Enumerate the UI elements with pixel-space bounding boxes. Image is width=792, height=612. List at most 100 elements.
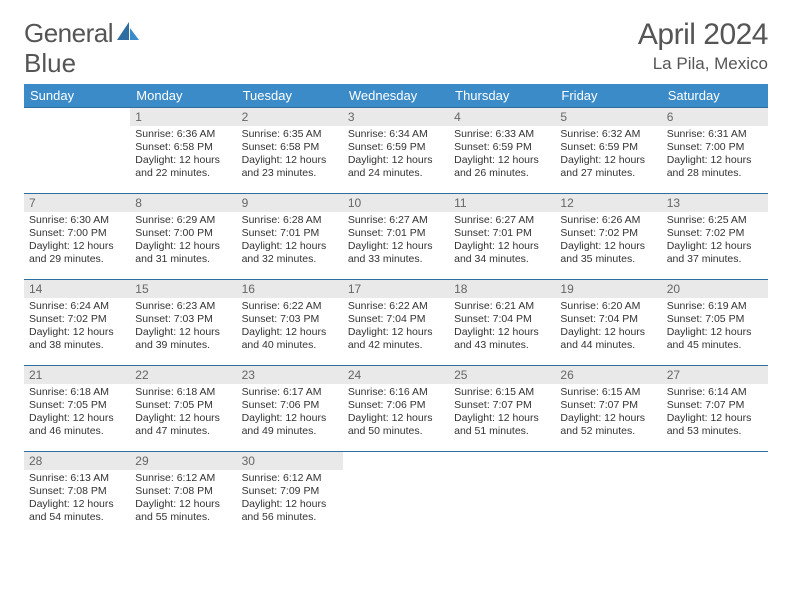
day-number: 16 [237, 280, 343, 298]
title-block: April 2024 La Pila, Mexico [638, 18, 768, 74]
sunset-line: Sunset: 7:02 PM [667, 227, 763, 240]
day-number: 11 [449, 194, 555, 212]
sunrise-line: Sunrise: 6:16 AM [348, 386, 444, 399]
daylight-line: Daylight: 12 hours and 23 minutes. [242, 154, 338, 180]
day-number: 7 [24, 194, 130, 212]
day-details: Sunrise: 6:33 AMSunset: 6:59 PMDaylight:… [449, 126, 555, 185]
day-number: 12 [555, 194, 661, 212]
day-details: Sunrise: 6:26 AMSunset: 7:02 PMDaylight:… [555, 212, 661, 271]
sunset-line: Sunset: 7:05 PM [135, 399, 231, 412]
sunset-line: Sunset: 6:59 PM [348, 141, 444, 154]
day-number: 22 [130, 366, 236, 384]
day-details: Sunrise: 6:16 AMSunset: 7:06 PMDaylight:… [343, 384, 449, 443]
sunrise-line: Sunrise: 6:15 AM [454, 386, 550, 399]
day-details: Sunrise: 6:18 AMSunset: 7:05 PMDaylight:… [130, 384, 236, 443]
daylight-line: Daylight: 12 hours and 46 minutes. [29, 412, 125, 438]
sunset-line: Sunset: 7:07 PM [454, 399, 550, 412]
sunrise-line: Sunrise: 6:19 AM [667, 300, 763, 313]
day-number: 5 [555, 108, 661, 126]
day-details: Sunrise: 6:18 AMSunset: 7:05 PMDaylight:… [24, 384, 130, 443]
daylight-line: Daylight: 12 hours and 49 minutes. [242, 412, 338, 438]
sunset-line: Sunset: 7:03 PM [242, 313, 338, 326]
calendar-day-cell [555, 452, 661, 538]
daylight-line: Daylight: 12 hours and 26 minutes. [454, 154, 550, 180]
calendar-day-cell: 23Sunrise: 6:17 AMSunset: 7:06 PMDayligh… [237, 366, 343, 452]
daylight-line: Daylight: 12 hours and 43 minutes. [454, 326, 550, 352]
day-details: Sunrise: 6:14 AMSunset: 7:07 PMDaylight:… [662, 384, 768, 443]
calendar-day-cell: 24Sunrise: 6:16 AMSunset: 7:06 PMDayligh… [343, 366, 449, 452]
page-header: General April 2024 La Pila, Mexico [24, 18, 768, 74]
day-number: 4 [449, 108, 555, 126]
sunset-line: Sunset: 6:59 PM [454, 141, 550, 154]
calendar-day-cell: 4Sunrise: 6:33 AMSunset: 6:59 PMDaylight… [449, 108, 555, 194]
sunrise-line: Sunrise: 6:33 AM [454, 128, 550, 141]
sunset-line: Sunset: 7:02 PM [29, 313, 125, 326]
daylight-line: Daylight: 12 hours and 33 minutes. [348, 240, 444, 266]
day-details: Sunrise: 6:30 AMSunset: 7:00 PMDaylight:… [24, 212, 130, 271]
calendar-body: 1Sunrise: 6:36 AMSunset: 6:58 PMDaylight… [24, 108, 768, 538]
sunrise-line: Sunrise: 6:28 AM [242, 214, 338, 227]
daylight-line: Daylight: 12 hours and 55 minutes. [135, 498, 231, 524]
day-details: Sunrise: 6:13 AMSunset: 7:08 PMDaylight:… [24, 470, 130, 529]
sunset-line: Sunset: 7:00 PM [135, 227, 231, 240]
calendar-day-cell: 1Sunrise: 6:36 AMSunset: 6:58 PMDaylight… [130, 108, 236, 194]
day-number: 15 [130, 280, 236, 298]
day-number: 24 [343, 366, 449, 384]
sunrise-line: Sunrise: 6:18 AM [29, 386, 125, 399]
day-details: Sunrise: 6:17 AMSunset: 7:06 PMDaylight:… [237, 384, 343, 443]
daylight-line: Daylight: 12 hours and 39 minutes. [135, 326, 231, 352]
calendar-week-row: 28Sunrise: 6:13 AMSunset: 7:08 PMDayligh… [24, 452, 768, 538]
calendar-day-cell: 21Sunrise: 6:18 AMSunset: 7:05 PMDayligh… [24, 366, 130, 452]
daylight-line: Daylight: 12 hours and 52 minutes. [560, 412, 656, 438]
sunrise-line: Sunrise: 6:36 AM [135, 128, 231, 141]
day-details: Sunrise: 6:21 AMSunset: 7:04 PMDaylight:… [449, 298, 555, 357]
day-number: 25 [449, 366, 555, 384]
daylight-line: Daylight: 12 hours and 47 minutes. [135, 412, 231, 438]
day-details: Sunrise: 6:24 AMSunset: 7:02 PMDaylight:… [24, 298, 130, 357]
calendar-day-cell: 7Sunrise: 6:30 AMSunset: 7:00 PMDaylight… [24, 194, 130, 280]
sunrise-line: Sunrise: 6:22 AM [348, 300, 444, 313]
logo: General [24, 18, 143, 49]
sunrise-line: Sunrise: 6:12 AM [242, 472, 338, 485]
sunset-line: Sunset: 7:07 PM [560, 399, 656, 412]
daylight-line: Daylight: 12 hours and 40 minutes. [242, 326, 338, 352]
sunset-line: Sunset: 7:03 PM [135, 313, 231, 326]
sunset-line: Sunset: 7:06 PM [242, 399, 338, 412]
calendar-day-cell: 3Sunrise: 6:34 AMSunset: 6:59 PMDaylight… [343, 108, 449, 194]
sunrise-line: Sunrise: 6:17 AM [242, 386, 338, 399]
calendar-day-cell: 22Sunrise: 6:18 AMSunset: 7:05 PMDayligh… [130, 366, 236, 452]
sunset-line: Sunset: 7:00 PM [29, 227, 125, 240]
sunrise-line: Sunrise: 6:13 AM [29, 472, 125, 485]
calendar-day-cell: 27Sunrise: 6:14 AMSunset: 7:07 PMDayligh… [662, 366, 768, 452]
sunset-line: Sunset: 7:09 PM [242, 485, 338, 498]
daylight-line: Daylight: 12 hours and 44 minutes. [560, 326, 656, 352]
daylight-line: Daylight: 12 hours and 27 minutes. [560, 154, 656, 180]
calendar-day-cell: 10Sunrise: 6:27 AMSunset: 7:01 PMDayligh… [343, 194, 449, 280]
sunset-line: Sunset: 7:08 PM [135, 485, 231, 498]
weekday-header: Sunday [24, 84, 130, 108]
calendar-day-cell: 2Sunrise: 6:35 AMSunset: 6:58 PMDaylight… [237, 108, 343, 194]
daylight-line: Daylight: 12 hours and 50 minutes. [348, 412, 444, 438]
sunrise-line: Sunrise: 6:27 AM [454, 214, 550, 227]
day-details: Sunrise: 6:12 AMSunset: 7:09 PMDaylight:… [237, 470, 343, 529]
calendar-day-cell: 18Sunrise: 6:21 AMSunset: 7:04 PMDayligh… [449, 280, 555, 366]
sunrise-line: Sunrise: 6:34 AM [348, 128, 444, 141]
calendar-day-cell: 12Sunrise: 6:26 AMSunset: 7:02 PMDayligh… [555, 194, 661, 280]
sunrise-line: Sunrise: 6:18 AM [135, 386, 231, 399]
day-number: 20 [662, 280, 768, 298]
sunset-line: Sunset: 7:01 PM [348, 227, 444, 240]
sunrise-line: Sunrise: 6:26 AM [560, 214, 656, 227]
sunset-line: Sunset: 7:07 PM [667, 399, 763, 412]
calendar-table: SundayMondayTuesdayWednesdayThursdayFrid… [24, 84, 768, 538]
day-details: Sunrise: 6:23 AMSunset: 7:03 PMDaylight:… [130, 298, 236, 357]
weekday-header: Saturday [662, 84, 768, 108]
logo-word1: General [24, 18, 113, 49]
calendar-week-row: 14Sunrise: 6:24 AMSunset: 7:02 PMDayligh… [24, 280, 768, 366]
calendar-day-cell [449, 452, 555, 538]
daylight-line: Daylight: 12 hours and 31 minutes. [135, 240, 231, 266]
sunset-line: Sunset: 6:58 PM [242, 141, 338, 154]
calendar-day-cell: 11Sunrise: 6:27 AMSunset: 7:01 PMDayligh… [449, 194, 555, 280]
weekday-header: Thursday [449, 84, 555, 108]
calendar-day-cell: 9Sunrise: 6:28 AMSunset: 7:01 PMDaylight… [237, 194, 343, 280]
day-details: Sunrise: 6:15 AMSunset: 7:07 PMDaylight:… [555, 384, 661, 443]
